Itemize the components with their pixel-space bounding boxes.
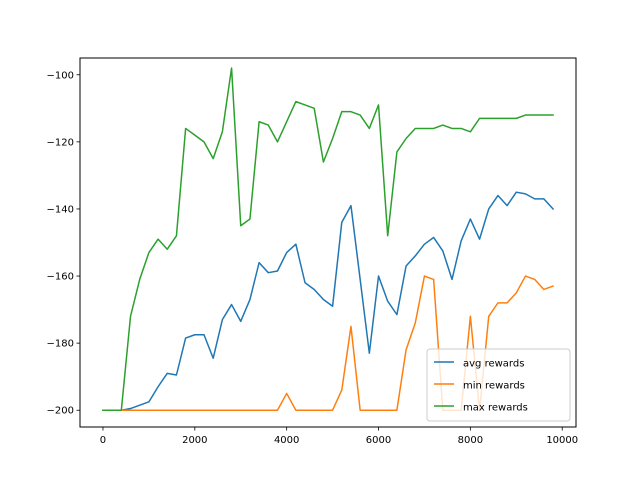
x-tick-label: 8000 [458, 435, 483, 446]
x-tick-label: 2000 [182, 435, 207, 446]
y-tick-label: −100 [47, 70, 74, 81]
legend-label: max rewards [463, 403, 528, 414]
y-axis: −200 −180 −160 −140 −120 −100 [47, 70, 80, 417]
y-tick-label: −180 [47, 339, 74, 350]
series-line-max-rewards [102, 67, 554, 411]
legend: avg rewards min rewards max rewards [426, 348, 571, 422]
series-line-avg-rewards [102, 191, 555, 411]
y-tick-label: −120 [47, 137, 74, 148]
x-tick-label: 0 [100, 435, 106, 446]
legend-box [426, 348, 571, 422]
plot-frame [79, 57, 577, 428]
x-tick-label: 4000 [274, 435, 299, 446]
x-tick-label: 6000 [366, 435, 391, 446]
legend-label: avg rewards [463, 359, 524, 370]
legend-label: min rewards [463, 381, 525, 392]
y-tick-label: −200 [47, 406, 74, 417]
y-tick-label: −140 [47, 204, 74, 215]
x-axis: 0 2000 4000 6000 8000 10000 [100, 427, 578, 446]
y-tick-label: −160 [47, 272, 74, 283]
x-tick-label: 10000 [546, 435, 578, 446]
